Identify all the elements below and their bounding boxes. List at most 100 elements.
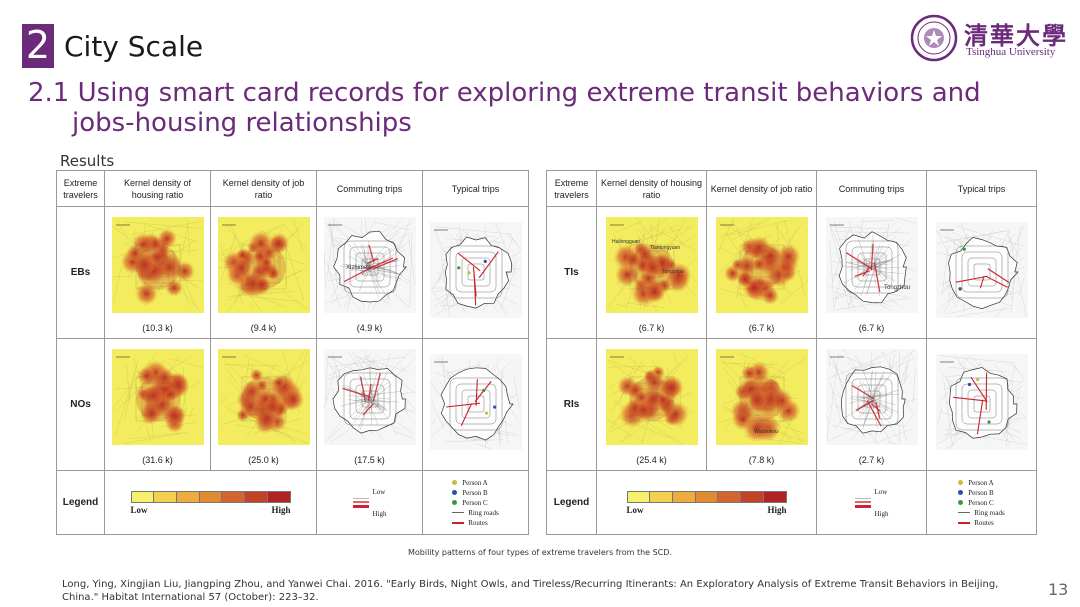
typical-trips-map (429, 353, 522, 450)
routes-label: Routes (468, 518, 488, 527)
map-place-label: Tongzhou (662, 269, 684, 275)
header-job-density: Kernel density of job ratio (706, 170, 817, 207)
job-density-map (217, 216, 310, 313)
commuting-trips-map-cell: Tongzhou (6.7 k) (816, 206, 927, 339)
route-legend: Person A Person B Person C Ring roads Ro… (926, 470, 1037, 535)
legend-row: Legend Low High Low High Person A Person … (546, 470, 1037, 535)
legend-row-label: Legend (546, 470, 597, 535)
commuting-trips-map-cell: (17.5 k) (316, 338, 423, 471)
density-legend: Low High (104, 470, 317, 535)
typical-trips-map-cell (926, 206, 1037, 339)
typical-trips-map-cell (422, 206, 529, 339)
row-label-ris: RIs (546, 338, 597, 471)
trip-count: (10.3 k) (142, 322, 173, 333)
university-name-chinese: 清華大學 (964, 21, 1068, 50)
legend-row: Legend Low High Low High Person A Person … (56, 470, 529, 535)
reference-citation: Long, Ying, Xingjian Liu, Jiangping Zhou… (62, 579, 999, 603)
header-typical-trips: Typical trips (926, 170, 1037, 207)
route-legend: Person A Person B Person C Ring roads Ro… (422, 470, 529, 535)
header-typical-trips: Typical trips (422, 170, 529, 207)
section-title: City Scale (64, 30, 204, 63)
map-place-label: Xizhimen (346, 265, 371, 271)
job-density-map-cell: (25.0 k) (210, 338, 317, 471)
person-c-label: Person C (968, 498, 994, 507)
university-name-english: Tsinghua University (966, 46, 1056, 58)
trip-count: (2.7 k) (858, 454, 885, 465)
table-row: EBs (10.3 k) (9.4 k) Xizhimen (4.9 k) (56, 206, 529, 339)
ring-roads-label: Ring roads (974, 508, 1005, 517)
page-number: 13 (1048, 580, 1069, 599)
job-density-map (715, 216, 808, 313)
flow-high-label: High (372, 509, 387, 518)
housing-density-map-cell: (25.4 k) (596, 338, 707, 471)
job-density-map-cell: Wudaokou (7.8 k) (706, 338, 817, 471)
legend-row-label: Legend (56, 470, 105, 535)
typical-trips-map-cell (926, 338, 1037, 471)
person-b-label: Person B (462, 488, 488, 497)
housing-density-map-cell: (10.3 k) (104, 206, 211, 339)
header-commuting-trips: Commuting trips (816, 170, 927, 207)
commuting-trips-map-cell: (2.7 k) (816, 338, 927, 471)
row-label-tis: TIs (546, 206, 597, 339)
trip-count: (25.0 k) (248, 454, 279, 465)
map-place-label: Tiantongyuan (650, 245, 680, 251)
housing-density-map (111, 348, 204, 445)
person-b-label: Person B (968, 488, 994, 497)
gradient-high-label: High (767, 504, 787, 515)
density-gradient-bar (626, 490, 787, 503)
table-row: NOs (31.6 k) (25.0 k) (17.5 k) (56, 338, 529, 471)
typical-trips-map-cell (422, 338, 529, 471)
job-density-map: Wudaokou (715, 348, 808, 445)
gradient-high-label: High (271, 504, 291, 515)
figure-caption: Mobility patterns of four types of extre… (407, 548, 673, 557)
table-header-row: Extreme travelers Kernel density of hous… (546, 170, 1037, 207)
person-a-label: Person A (968, 478, 994, 487)
flow-low-label: Low (372, 487, 386, 496)
housing-density-map-cell: (31.6 k) (104, 338, 211, 471)
trip-count: (6.7 k) (748, 322, 775, 333)
commuting-trips-map: Xizhimen (323, 216, 416, 313)
trip-count: (6.7 k) (638, 322, 665, 333)
flow-legend: Low High (316, 470, 423, 535)
gradient-low-label: Low (130, 504, 148, 515)
table-header-row: Extreme travelers Kernel density of hous… (56, 170, 529, 207)
trip-count: (17.5 k) (354, 454, 385, 465)
flow-high-label: High (874, 509, 889, 518)
section-number: 2 (25, 23, 51, 67)
trip-count: (6.7 k) (858, 322, 885, 333)
flow-low-label: Low (874, 487, 888, 496)
map-place-label: Wudaokou (754, 429, 778, 435)
row-label-nos: NOs (56, 338, 105, 471)
housing-density-map-cell: Huilongguan Tiantongyuan Tongzhou (6.7 k) (596, 206, 707, 339)
flow-legend: Low High (816, 470, 927, 535)
right-results-table: Extreme travelers Kernel density of hous… (546, 170, 1037, 535)
job-density-map (217, 348, 310, 445)
university-seal-icon (910, 14, 958, 62)
trip-count: (9.4 k) (250, 322, 277, 333)
header-extreme-travelers: Extreme travelers (546, 170, 597, 207)
header-extreme-travelers: Extreme travelers (56, 170, 105, 207)
person-c-label: Person C (462, 498, 488, 507)
map-place-label: Huilongguan (612, 239, 640, 245)
person-a-label: Person A (462, 478, 488, 487)
left-results-table: Extreme travelers Kernel density of hous… (56, 170, 529, 535)
routes-label: Routes (974, 518, 994, 527)
commuting-trips-map (323, 348, 416, 445)
header-housing-density: Kernel density of housing ratio (596, 170, 707, 207)
trip-count: (7.8 k) (748, 454, 775, 465)
commuting-trips-map (825, 348, 918, 445)
row-label-ebs: EBs (56, 206, 105, 339)
typical-trips-map (429, 221, 522, 318)
section-number-box (22, 24, 54, 68)
density-legend: Low High (596, 470, 817, 535)
tsinghua-logo: 清華大學 Tsinghua University (910, 12, 1070, 64)
typical-trips-map (935, 221, 1028, 318)
trip-count: (31.6 k) (142, 454, 173, 465)
header-job-density: Kernel density of job ratio (210, 170, 317, 207)
gradient-low-label: Low (626, 504, 644, 515)
trip-count: (25.4 k) (636, 454, 667, 465)
subtitle-line-2: jobs-housing relationships (72, 108, 412, 138)
trip-count: (4.9 k) (356, 322, 383, 333)
job-density-map-cell: (6.7 k) (706, 206, 817, 339)
subtitle-line-1: 2.1 Using smart card records for explori… (28, 78, 981, 108)
